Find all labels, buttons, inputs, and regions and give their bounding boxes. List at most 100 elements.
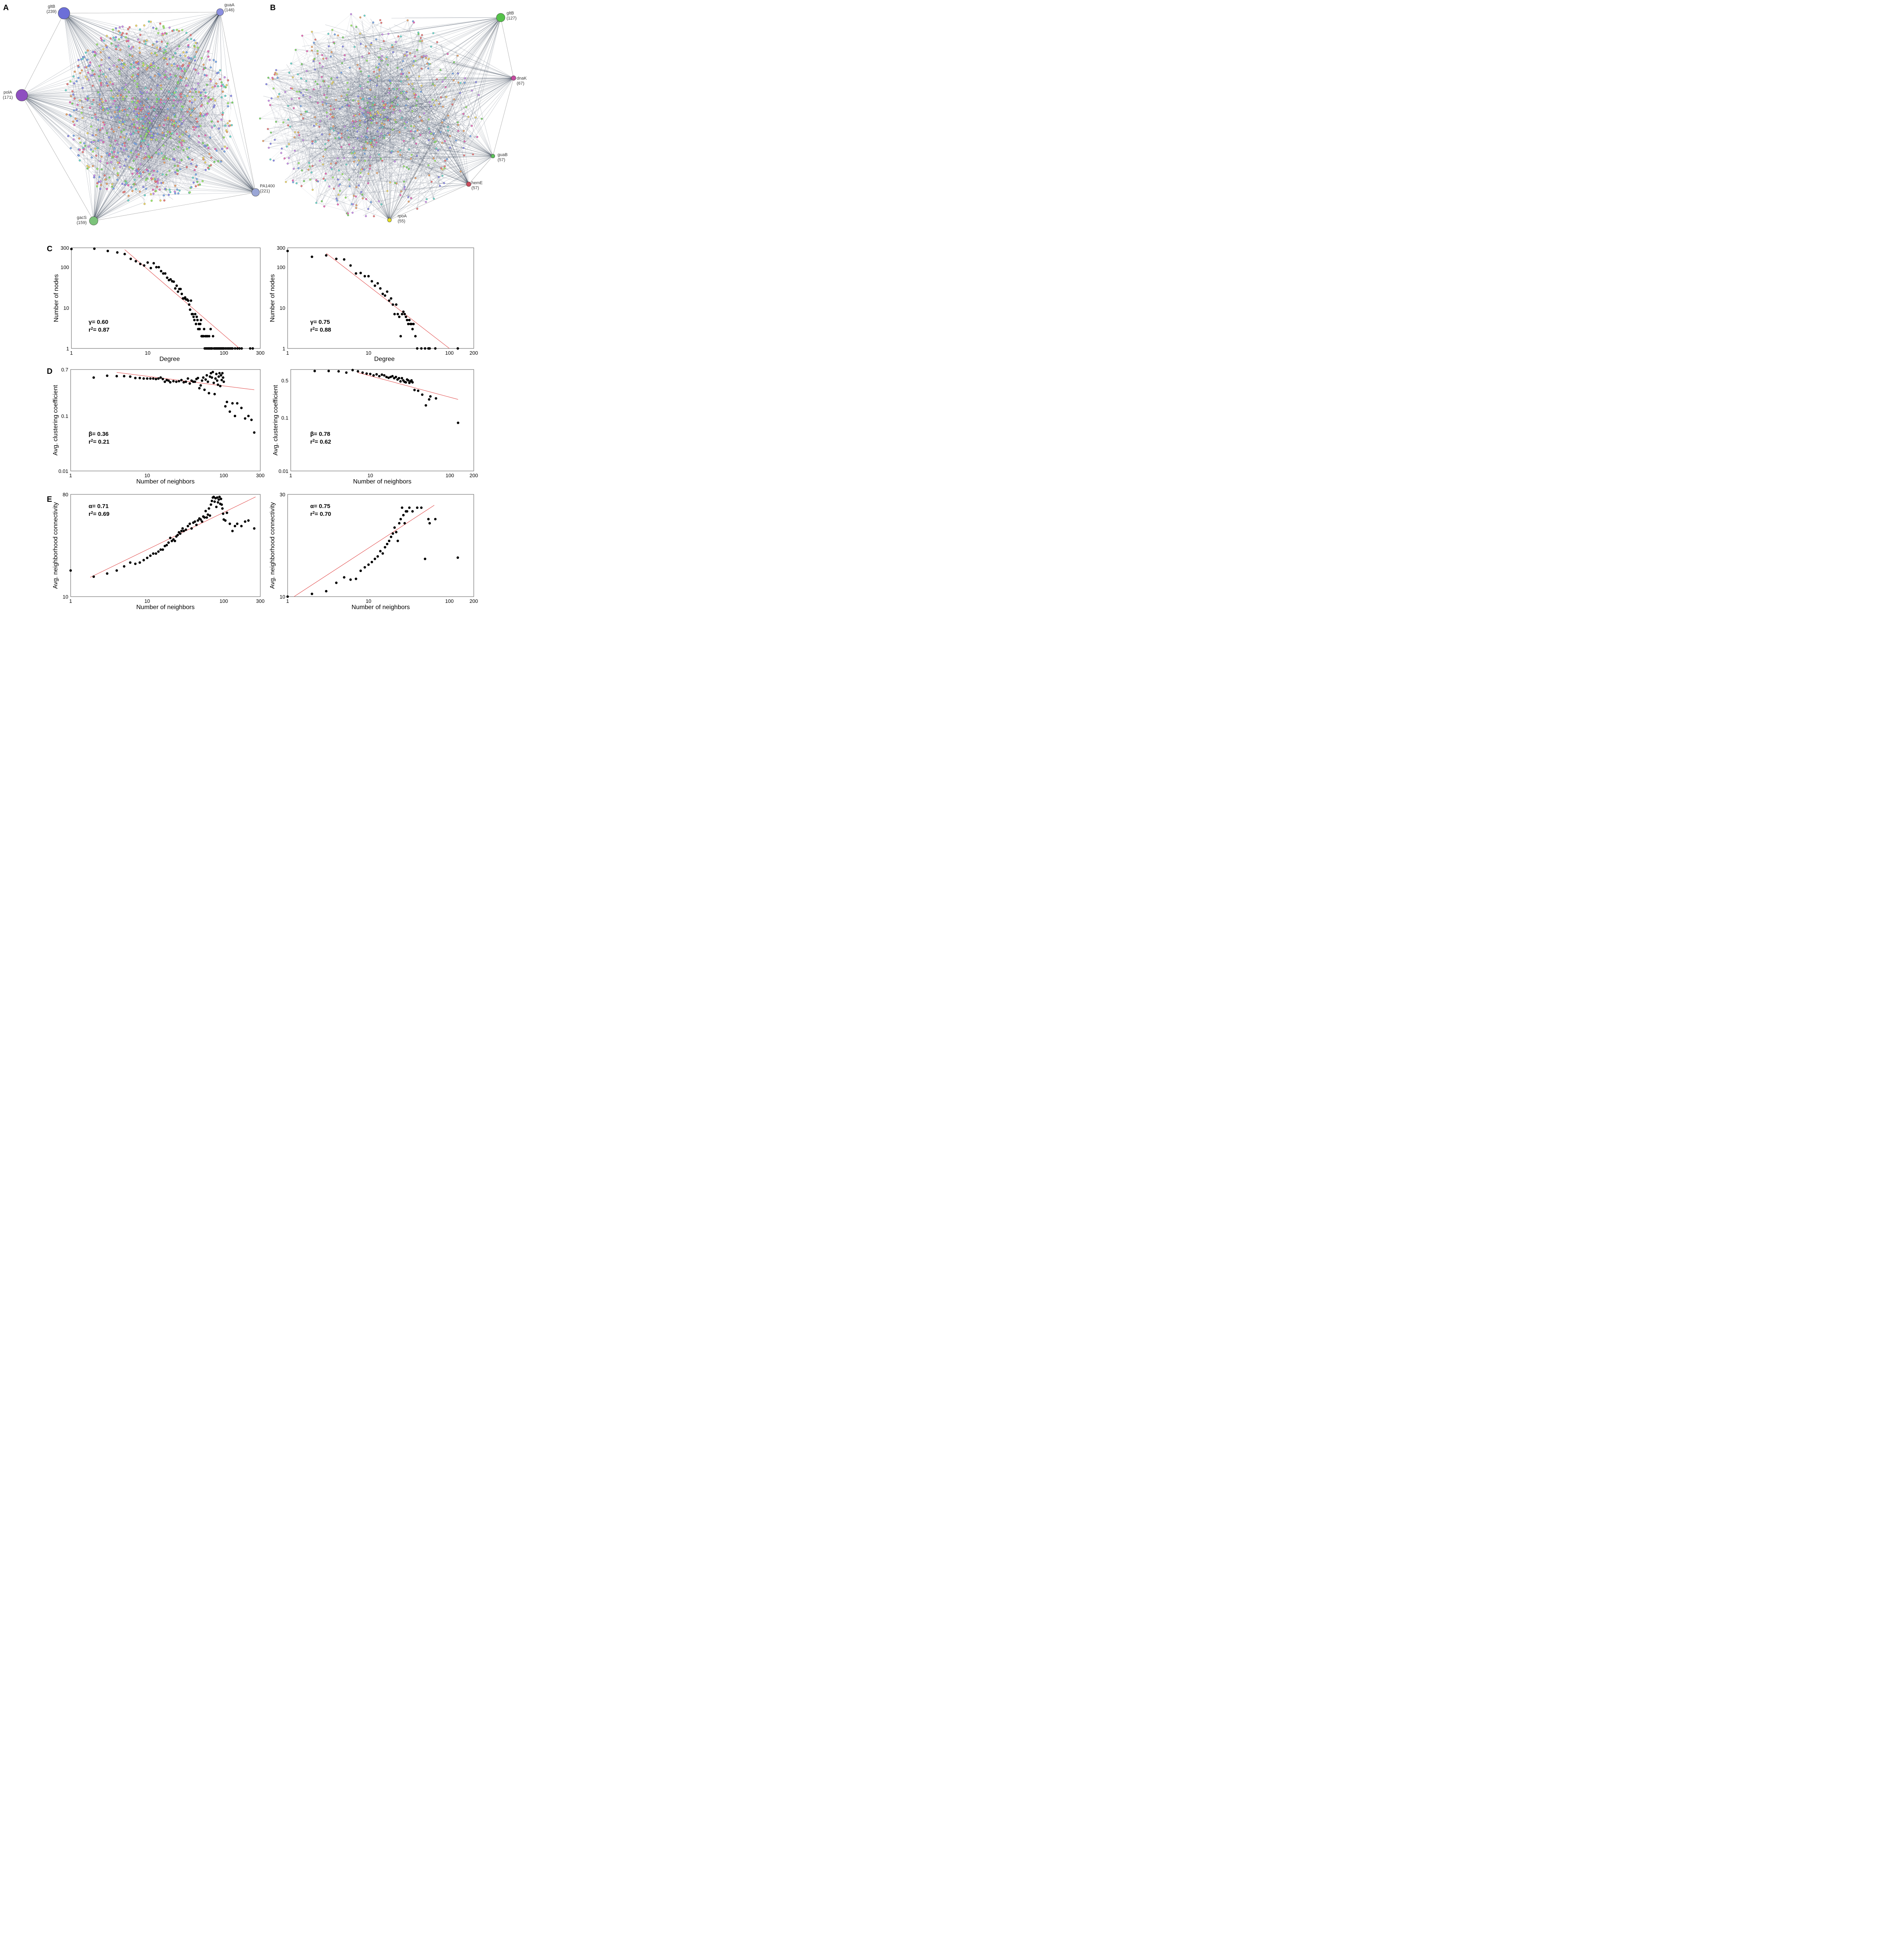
panel-letter-D: D <box>47 367 52 376</box>
x-tick-label: 100 <box>445 350 454 356</box>
data-point <box>406 510 409 513</box>
x-tick-label: 1 <box>69 598 72 604</box>
data-point <box>176 290 180 293</box>
data-point <box>149 377 152 380</box>
data-point <box>208 514 212 517</box>
data-point <box>162 272 165 275</box>
x-tick-label: 100 <box>446 473 454 478</box>
data-point <box>229 347 231 350</box>
data-point <box>179 532 181 535</box>
data-point <box>180 378 183 382</box>
data-point <box>214 377 217 380</box>
y-tick-label: 80 <box>63 492 68 498</box>
data-point <box>395 375 397 378</box>
hub-node-PA1400 <box>251 188 260 197</box>
data-point <box>222 347 225 350</box>
data-point <box>188 308 192 311</box>
data-point <box>405 378 409 381</box>
panel-letter-A: A <box>3 4 9 12</box>
data-point <box>195 315 198 318</box>
data-point <box>236 522 239 525</box>
data-point <box>410 379 413 382</box>
r-squared-label: r2= 0.69 <box>89 511 110 518</box>
data-point <box>370 561 373 563</box>
data-point <box>123 252 126 256</box>
data-point <box>142 559 145 561</box>
data-point <box>456 347 459 350</box>
data-point <box>373 284 376 287</box>
data-point <box>286 595 289 598</box>
y-tick-label: 10 <box>64 305 69 311</box>
data-point <box>70 247 73 251</box>
data-point <box>398 315 401 318</box>
data-point <box>253 431 256 434</box>
data-point <box>416 347 419 350</box>
data-point <box>212 496 214 499</box>
data-point <box>178 288 181 290</box>
fit-line <box>124 249 240 349</box>
hub-degree: (159) <box>76 220 87 225</box>
data-point <box>194 520 196 523</box>
data-point <box>370 280 373 283</box>
data-point <box>204 335 207 338</box>
data-point <box>188 303 190 306</box>
x-tick-label: 200 <box>469 598 478 604</box>
x-tick-label: 100 <box>220 473 228 478</box>
data-point <box>337 370 340 373</box>
hub-label: rpoA <box>398 214 407 219</box>
hub-node-gltB <box>58 7 70 20</box>
x-axis-label: Number of neighbors <box>136 604 194 611</box>
data-point <box>146 261 149 264</box>
data-point <box>375 373 378 376</box>
y-tick-label: 1 <box>66 346 69 352</box>
data-point <box>411 381 414 384</box>
data-point <box>219 503 222 505</box>
data-point <box>198 517 201 520</box>
data-point <box>428 398 430 401</box>
data-point <box>385 375 388 378</box>
data-point <box>240 525 243 528</box>
data-point <box>244 417 247 420</box>
y-tick-label: 0.01 <box>59 468 68 474</box>
data-point <box>185 528 187 531</box>
plot-frame <box>287 494 474 597</box>
data-point <box>159 376 162 379</box>
data-point <box>435 397 437 400</box>
data-point <box>143 264 146 267</box>
data-point <box>169 537 172 539</box>
data-point <box>404 381 407 384</box>
data-point <box>202 515 205 518</box>
hub-label: guaA <box>224 3 235 7</box>
data-point <box>376 282 379 285</box>
data-point <box>216 347 219 350</box>
data-point <box>395 303 398 306</box>
data-point <box>107 250 109 252</box>
data-point <box>218 496 221 498</box>
r-squared-label: r2= 0.62 <box>310 439 331 446</box>
data-point <box>139 377 141 379</box>
data-point <box>201 379 203 382</box>
hub-degree: (55) <box>398 219 405 224</box>
data-point <box>240 347 243 350</box>
exponent-label: γ= 0.60 <box>89 319 108 325</box>
data-point <box>185 298 188 301</box>
data-point <box>335 581 338 584</box>
data-point <box>399 335 402 338</box>
data-point <box>115 375 118 378</box>
data-point <box>405 315 407 318</box>
data-point <box>231 530 234 533</box>
data-point <box>410 323 413 325</box>
data-point <box>218 372 221 375</box>
data-point <box>335 258 338 260</box>
hub-node-hemE <box>466 181 471 187</box>
data-point <box>193 319 196 322</box>
data-point <box>380 373 383 376</box>
data-point <box>389 375 392 378</box>
data-point <box>384 294 386 297</box>
data-point <box>69 569 72 572</box>
data-point <box>164 272 167 275</box>
data-point <box>363 275 366 277</box>
data-point <box>311 592 313 595</box>
